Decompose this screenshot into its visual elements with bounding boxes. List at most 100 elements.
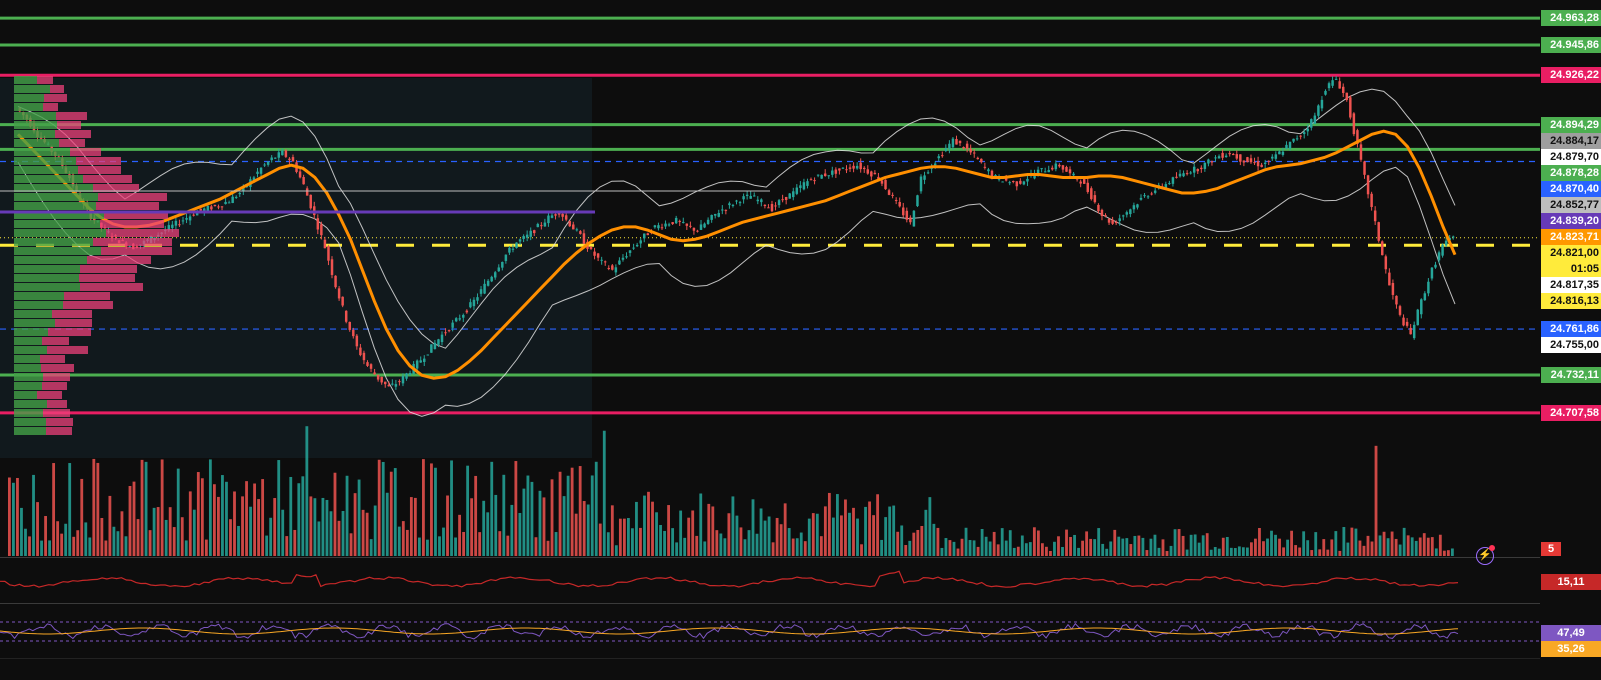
volume-bar	[635, 501, 638, 556]
candle-body	[1384, 256, 1388, 270]
candle-body	[799, 185, 802, 188]
volume-bar	[876, 494, 880, 556]
volume-bar	[554, 532, 558, 556]
candle-body	[1352, 113, 1356, 135]
candle-body	[217, 206, 220, 208]
volume-bar	[68, 463, 72, 556]
volume-profile-up	[14, 157, 76, 165]
volume-profile-up	[14, 265, 80, 273]
price-label: 24.839,20	[1541, 213, 1601, 229]
volume-bar	[168, 507, 172, 556]
candle-body	[266, 161, 270, 165]
volume-bar	[1286, 539, 1289, 556]
candle-body	[1019, 180, 1022, 184]
candle-body	[447, 330, 451, 332]
volume-bar	[1161, 539, 1165, 556]
candle-body	[281, 150, 284, 156]
volume-bar	[1101, 543, 1105, 556]
candle-body	[838, 168, 841, 171]
volume-bar	[799, 532, 803, 556]
volume-bar	[807, 518, 811, 556]
volume-profile-down	[50, 85, 64, 93]
volume-bar	[277, 460, 281, 556]
volume-bar	[659, 524, 662, 556]
candle-body	[1370, 193, 1373, 207]
candle-body	[980, 158, 983, 163]
volume-bar	[1362, 545, 1366, 556]
candle-body	[391, 383, 394, 385]
volume-bar	[426, 539, 429, 556]
candle-body	[1171, 177, 1175, 184]
candle-body	[923, 175, 926, 180]
candle-body	[1444, 240, 1448, 246]
volume-profile-up	[14, 247, 101, 255]
volume-profile-down	[78, 166, 121, 174]
volume-bar	[96, 462, 100, 556]
candle-body	[834, 169, 838, 174]
candle-body	[855, 165, 859, 169]
candle-body	[355, 335, 359, 347]
volume-bar	[671, 528, 675, 556]
candle-body	[550, 215, 554, 218]
volume-bar	[405, 529, 409, 556]
volume-bar	[393, 468, 397, 556]
volume-profile-down	[40, 355, 65, 363]
volume-bar	[160, 459, 164, 556]
candle-body	[238, 193, 242, 195]
candle-body	[607, 267, 611, 269]
volume-bar	[365, 512, 369, 556]
volume-bar	[791, 538, 795, 556]
candle-body	[1118, 218, 1121, 222]
volume-bar	[711, 506, 715, 556]
candle-body	[1242, 160, 1246, 163]
price-chart[interactable]	[0, 0, 1540, 680]
volume-profile-up	[14, 121, 57, 129]
volume-bar	[401, 521, 405, 556]
candle-body	[603, 261, 607, 263]
candle-body	[203, 208, 206, 213]
volume-bar	[1386, 538, 1390, 556]
volume-bar	[261, 479, 265, 556]
price-label: 24.816,13	[1541, 293, 1601, 309]
candle-body	[1256, 161, 1260, 167]
candle-body	[884, 179, 887, 190]
candle-body	[1153, 190, 1157, 193]
volume-bar	[1177, 529, 1181, 556]
volume-bar	[1185, 549, 1189, 556]
volume-bar	[1374, 445, 1378, 556]
volume-bar	[289, 476, 293, 556]
volume-bar	[1145, 550, 1149, 556]
price-label: 24.732,11	[1541, 367, 1601, 383]
volume-bar	[8, 477, 11, 556]
volume-bar	[212, 484, 216, 556]
candle-body	[288, 158, 291, 160]
candle-body	[472, 299, 476, 307]
candle-body	[1086, 182, 1090, 192]
lightning-icon[interactable]: ⚡	[1476, 547, 1494, 565]
volume-profile-down	[44, 94, 67, 102]
volume-bar	[996, 544, 1000, 556]
volume-bar	[964, 527, 968, 556]
price-axis[interactable]: 24.963,28 24.945,86 24.926,22 24.894,29 24.8…	[1540, 0, 1601, 680]
volume-profile-up	[14, 274, 79, 282]
candle-body	[1072, 173, 1075, 176]
volume-bar	[1069, 537, 1072, 556]
candle-body	[277, 152, 281, 158]
volume-profile-up	[14, 418, 46, 426]
volume-bar	[257, 499, 261, 556]
volume-bar	[1382, 531, 1386, 556]
candle-body	[823, 173, 827, 177]
candle-body	[408, 373, 412, 375]
candle-body	[699, 224, 703, 230]
volume-bar	[1370, 541, 1374, 556]
volume-profile-up	[14, 229, 106, 237]
candle-body	[1278, 151, 1281, 155]
volume-bar	[1189, 534, 1193, 556]
volume-bar	[1262, 541, 1265, 556]
volume-bar	[241, 496, 244, 556]
candle-body	[465, 310, 469, 313]
volume-bar	[856, 518, 859, 556]
volume-bar	[333, 472, 337, 556]
candle-body	[909, 217, 912, 223]
candle-body	[1125, 212, 1129, 215]
